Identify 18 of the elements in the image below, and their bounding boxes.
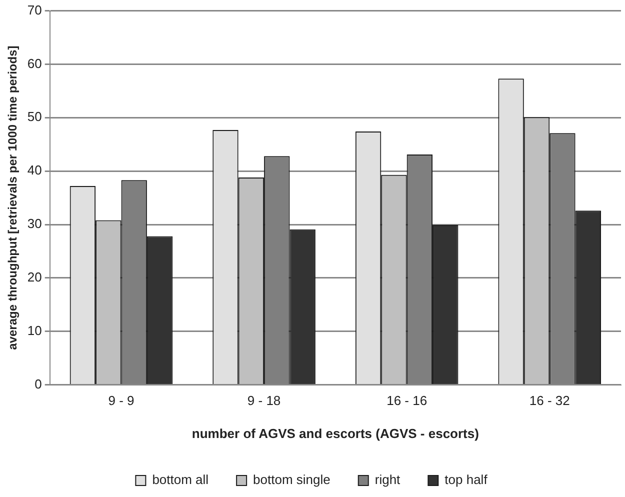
legend-label: bottom all (152, 472, 209, 488)
y-tick-label: 10 (27, 322, 42, 338)
legend-label: right (374, 472, 401, 488)
y-tick-label: 20 (27, 270, 42, 285)
x-tick-label: 9 - 18 (247, 393, 281, 408)
y-axis-title: average throughput [retrievals per 1000 time periods] (6, 46, 20, 350)
x-axis-title: number of AGVS and escorts (AGVS - escorts) (192, 426, 479, 441)
y-tick-label: 0 (34, 376, 42, 392)
legend-label: top half (444, 472, 488, 488)
y-tick-label: 40 (27, 162, 42, 178)
legend-label: bottom single (253, 472, 330, 488)
x-tick-label: 16 - 32 (529, 393, 570, 408)
y-tick-label: 50 (27, 109, 42, 124)
y-tick-label: 30 (27, 216, 42, 232)
y-tick-label: 70 (27, 2, 42, 18)
y-tick-label: 60 (27, 56, 42, 71)
x-tick-label: 9 - 9 (108, 393, 134, 408)
x-tick-label: 16 - 16 (386, 393, 428, 408)
